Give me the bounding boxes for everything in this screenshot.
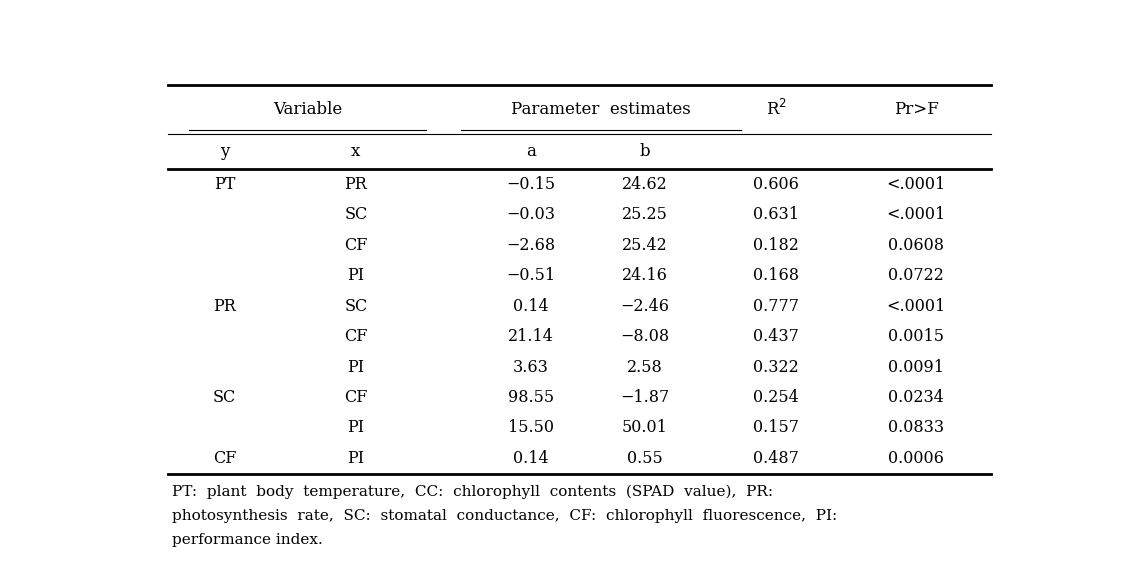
Text: −0.03: −0.03 [506,207,556,223]
Text: CF: CF [345,237,367,254]
Text: 15.50: 15.50 [508,419,554,436]
Text: <.0001: <.0001 [887,176,946,193]
Text: 2.58: 2.58 [627,358,662,376]
Text: 25.25: 25.25 [622,207,668,223]
Text: x: x [351,143,360,160]
Text: <.0001: <.0001 [887,207,946,223]
Text: 24.62: 24.62 [622,176,668,193]
Text: CF: CF [212,450,236,467]
Text: PT:  plant  body  temperature,  CC:  chlorophyll  contents  (SPAD  value),  PR:: PT: plant body temperature, CC: chloroph… [172,484,773,499]
Text: −2.68: −2.68 [506,237,556,254]
Text: 0.182: 0.182 [754,237,799,254]
Text: 0.0015: 0.0015 [888,328,945,345]
Text: PT: PT [214,176,235,193]
Text: 98.55: 98.55 [507,389,554,406]
Text: 0.0091: 0.0091 [888,358,945,376]
Text: SC: SC [345,207,367,223]
Text: 0.14: 0.14 [513,450,549,467]
Text: 0.0722: 0.0722 [888,267,945,284]
Text: 0.0006: 0.0006 [888,450,945,467]
Text: 25.42: 25.42 [622,237,668,254]
Text: 21.14: 21.14 [508,328,554,345]
Text: a: a [527,143,536,160]
Text: 0.437: 0.437 [754,328,799,345]
Text: Variable: Variable [273,101,342,118]
Text: −0.15: −0.15 [506,176,556,193]
Text: SC: SC [212,389,236,406]
Text: photosynthesis  rate,  SC:  stomatal  conductance,  CF:  chlorophyll  fluorescen: photosynthesis rate, SC: stomatal conduc… [172,509,837,523]
Text: 3.63: 3.63 [513,358,549,376]
Text: PI: PI [347,450,364,467]
Text: 0.168: 0.168 [754,267,799,284]
Text: 0.0608: 0.0608 [888,237,945,254]
Text: PR: PR [345,176,367,193]
Text: 0.55: 0.55 [627,450,662,467]
Text: Parameter  estimates: Parameter estimates [511,101,690,118]
Text: CF: CF [345,328,367,345]
Text: 0.0234: 0.0234 [888,389,945,406]
Text: PI: PI [347,419,364,436]
Text: 0.777: 0.777 [754,298,799,314]
Text: Pr>F: Pr>F [894,101,939,118]
Text: −2.46: −2.46 [620,298,669,314]
Text: R$^2$: R$^2$ [766,99,786,119]
Text: PI: PI [347,358,364,376]
Text: 0.0833: 0.0833 [888,419,945,436]
Text: −1.87: −1.87 [620,389,669,406]
Text: 0.254: 0.254 [754,389,799,406]
Text: −8.08: −8.08 [620,328,669,345]
Text: −0.51: −0.51 [506,267,556,284]
Text: 0.606: 0.606 [754,176,799,193]
Text: 0.487: 0.487 [754,450,799,467]
Text: PR: PR [214,298,236,314]
Text: b: b [640,143,650,160]
Text: y: y [219,143,229,160]
Text: performance index.: performance index. [172,533,323,547]
Text: <.0001: <.0001 [887,298,946,314]
Text: 0.157: 0.157 [754,419,799,436]
Text: 0.631: 0.631 [754,207,799,223]
Text: SC: SC [345,298,367,314]
Text: PI: PI [347,267,364,284]
Text: 24.16: 24.16 [622,267,668,284]
Text: 50.01: 50.01 [622,419,668,436]
Text: 0.14: 0.14 [513,298,549,314]
Text: 0.322: 0.322 [754,358,799,376]
Text: CF: CF [345,389,367,406]
